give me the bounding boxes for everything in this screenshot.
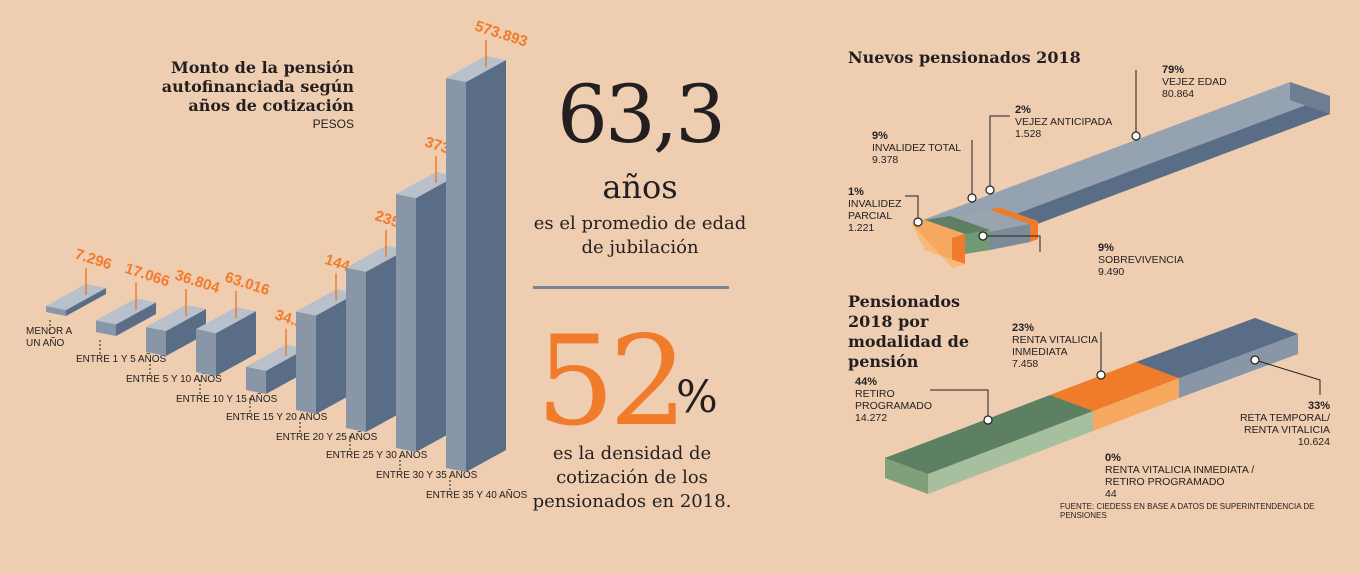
- bar-category-label: UN AÑO: [26, 336, 65, 349]
- label-sobrevivencia: 9% SOBREVIVENCIA 9.490: [1098, 242, 1184, 278]
- density-value: 52: [536, 310, 688, 454]
- source-note: FUENTE: CIEDESS EN BASE A DATOS DE SUPER…: [1060, 502, 1315, 520]
- modalidad-seg-temporal: [1136, 318, 1298, 378]
- bar-category-label: ENTRE 15 Y 20 AÑOS: [226, 410, 328, 423]
- avg-age-description: es el promedio de edad de jubilación: [533, 213, 747, 258]
- bars-chart-unit: PESOS: [312, 117, 354, 131]
- bar-category-label: ENTRE 25 Y 30 AÑOS: [326, 448, 428, 461]
- nuevos-stacked-bar: [912, 82, 1330, 268]
- bar-category-label: ENTRE 20 Y 25 AÑOS: [276, 430, 378, 443]
- bar-category-label: ENTRE 10 Y 15 AÑOS: [176, 392, 278, 405]
- nuevos-seg-sobrevivencia: [950, 210, 1030, 232]
- label-invalidez-total: 9% INVALIDEZ TOTAL 9.378: [872, 130, 962, 166]
- modalidad-seg-retiro: [885, 395, 1093, 474]
- label-renta-retiro: 0% RENTA VITALICIA INMEDIATA / RETIRO PRO…: [1105, 452, 1255, 500]
- bar-2: [146, 304, 206, 356]
- bar-category-label: MENOR A: [26, 326, 72, 337]
- bar-category-label: ENTRE 35 Y 40 AÑOS: [426, 488, 528, 501]
- nuevos-seg-invalidez-total: [925, 216, 990, 234]
- avg-age-value: 63,3: [556, 68, 726, 161]
- bar-3: [196, 307, 256, 376]
- bars-chart-title: Monto de la pensión autofinanciada según…: [161, 58, 354, 115]
- bar-category-label: ENTRE 30 Y 35 AÑOS: [376, 468, 478, 481]
- label-vejez-edad: 79% VEJEZ EDAD 80.864: [1162, 64, 1227, 100]
- nuevos-seg-invalidez-parcial: [912, 220, 965, 238]
- modalidad-title: Pensionados 2018 por modalidad de pensió…: [848, 292, 969, 371]
- bar-category-label: ENTRE 5 Y 10 AÑOS: [126, 372, 222, 385]
- nuevos-bar-top: [912, 82, 1330, 238]
- bar-8: [446, 56, 506, 472]
- stats-divider: [533, 286, 729, 289]
- label-vejez-anticipada: 2% VEJEZ ANTICIPADA 1.528: [1015, 104, 1113, 140]
- density-description: es la densidad de cotización de los pens…: [532, 443, 732, 512]
- bar-0: [46, 284, 106, 316]
- nuevos-seg-vejez-anticipada: [990, 207, 1038, 224]
- density-percent-sign: %: [676, 372, 718, 423]
- bar-1: [96, 298, 156, 336]
- bar-category-label: ENTRE 1 Y 5 AÑOS: [76, 352, 167, 365]
- nuevos-title: Nuevos pensionados 2018: [848, 48, 1081, 67]
- label-renta-vitalicia: 23% RENTA VITALICIA INMEDIATA 7.458: [1012, 322, 1098, 370]
- label-invalidez-parcial: 1% INVALIDEZ PARCIAL 1.221: [848, 186, 902, 234]
- label-renta-temporal: 33% RETA TEMPORAL/ RENTA VITALICIA 10.624: [1239, 400, 1330, 448]
- avg-age-unit: años: [602, 168, 678, 206]
- modalidad-seg-renta: [1050, 362, 1179, 411]
- modalidad-stacked-bar: [885, 318, 1298, 494]
- label-retiro-programado: 44% RETIRO PROGRAMADO 14.272: [855, 376, 933, 424]
